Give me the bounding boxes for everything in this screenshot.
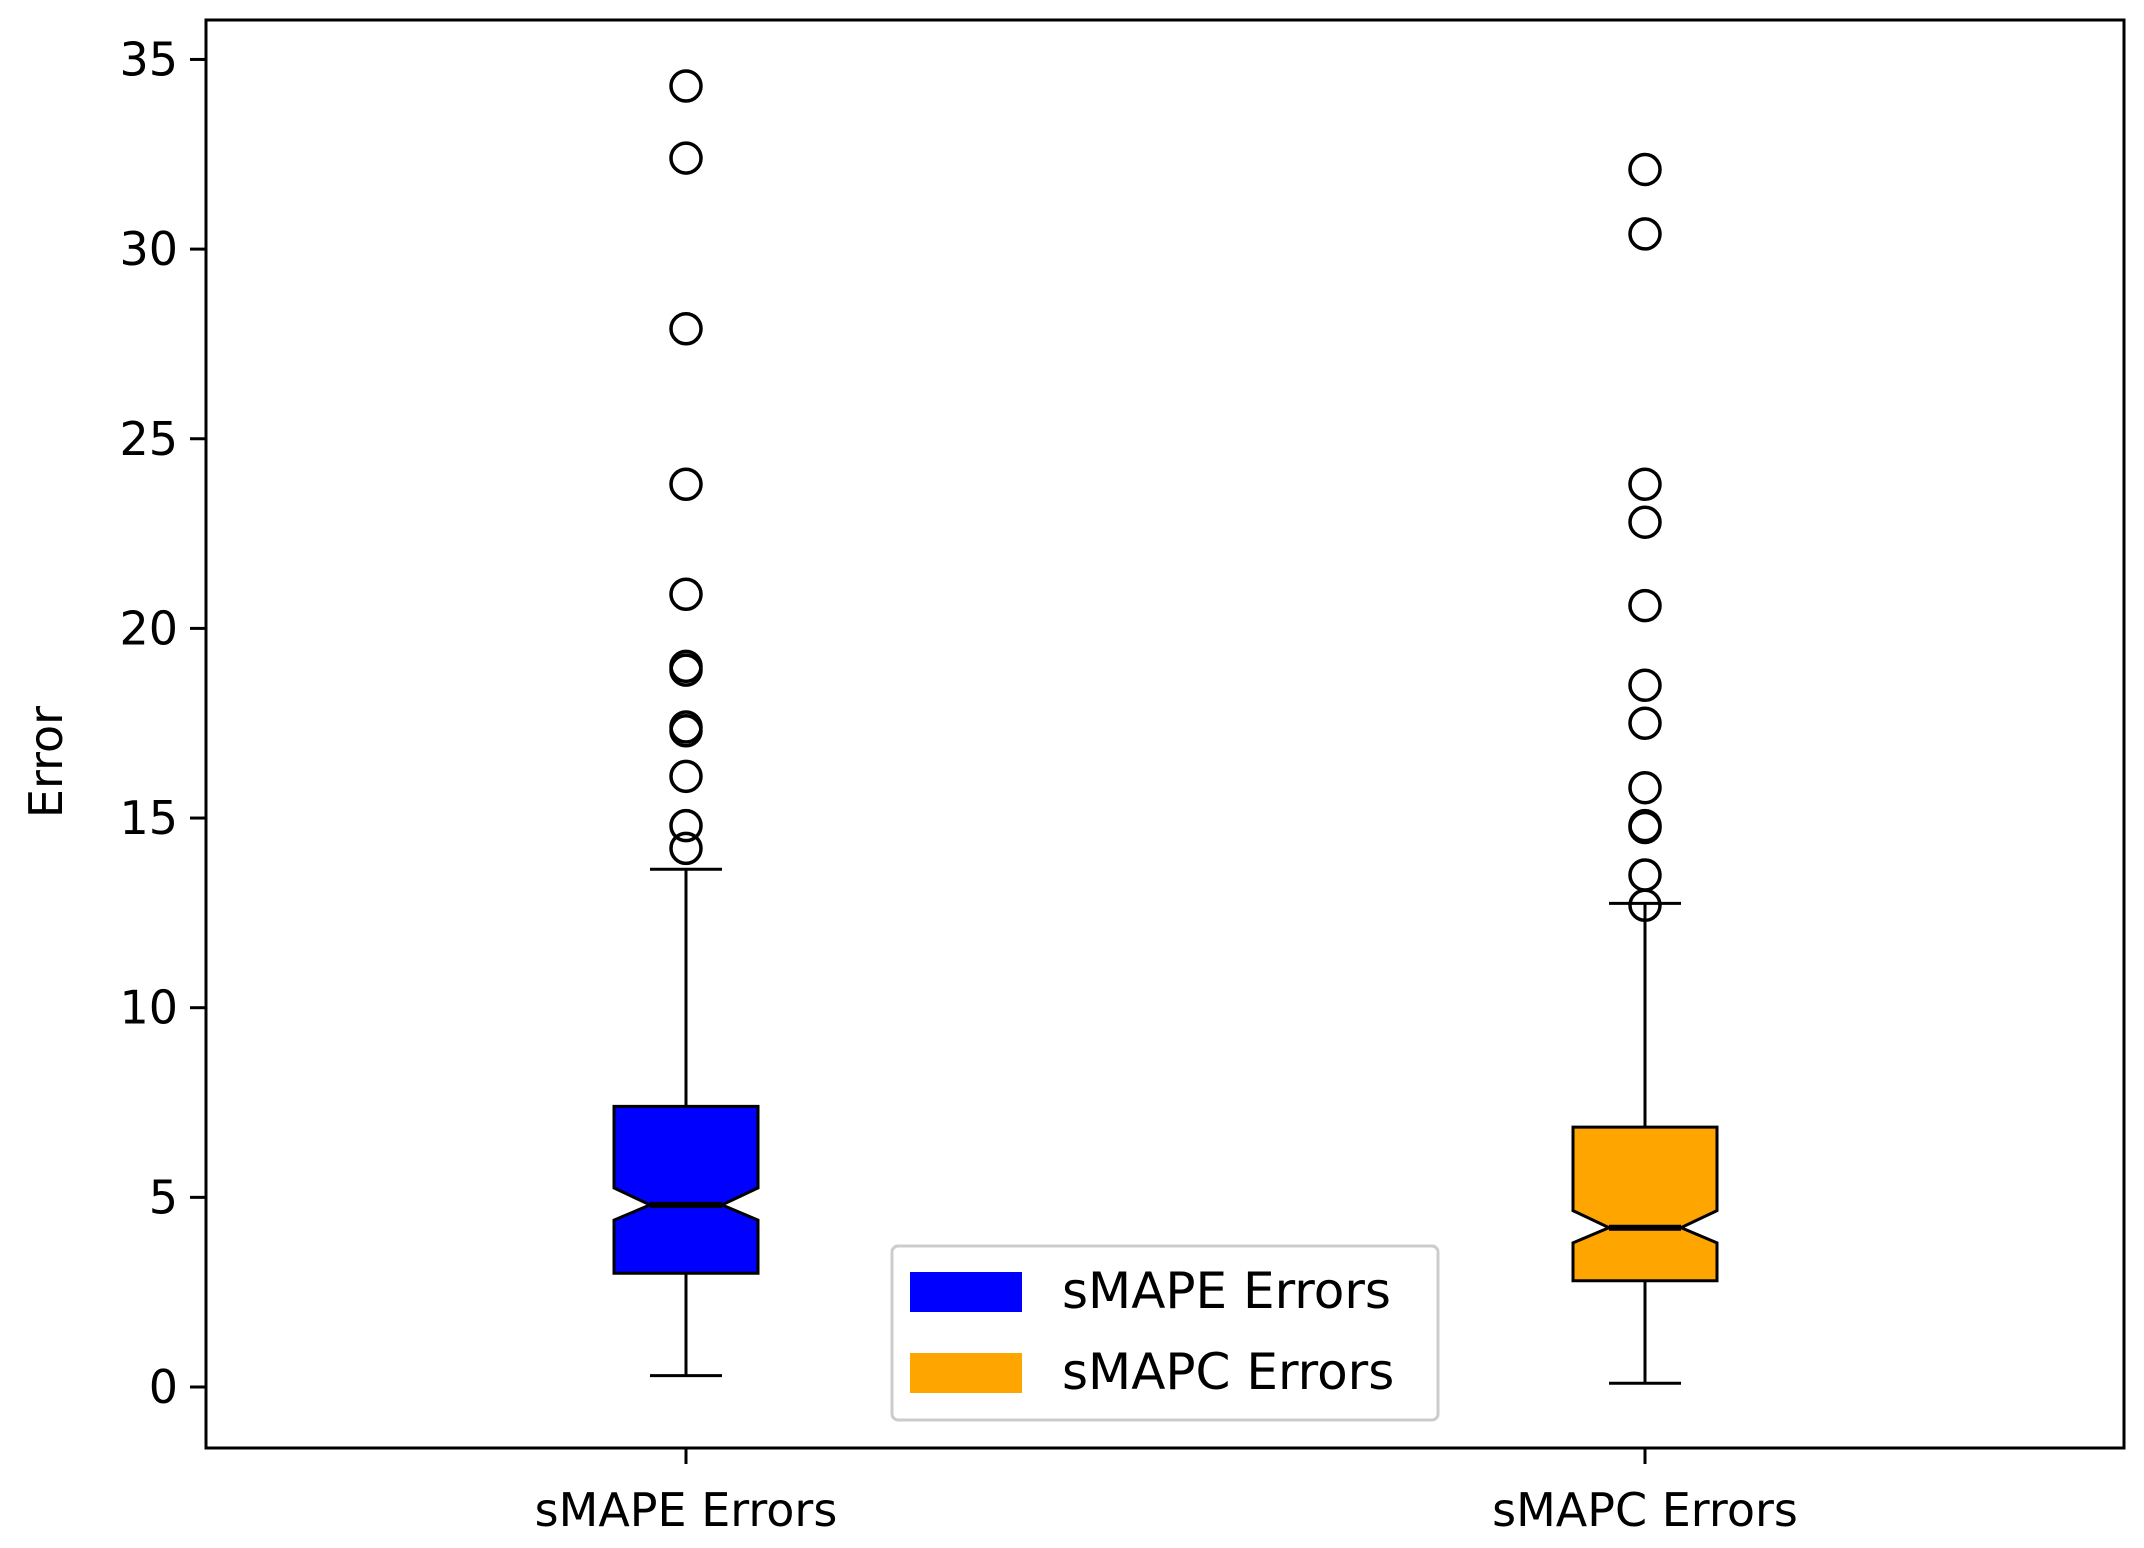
outlier-point: [1628, 858, 1662, 892]
outlier-point: [1628, 588, 1662, 623]
y-tick-label: 15: [119, 791, 178, 845]
y-tick-label: 20: [119, 601, 178, 655]
y-axis: 0 5 10 15 20 25 30 35: [119, 32, 206, 1414]
boxes-layer: [612, 69, 1719, 1385]
outlier-point: [669, 649, 703, 684]
outlier-point: [1628, 152, 1662, 187]
outlier-point: [1628, 808, 1662, 843]
box-group-1: [612, 69, 760, 1378]
y-tick-label: 10: [119, 981, 178, 1035]
legend: sMAPE Errors sMAPC Errors: [890, 1244, 1440, 1422]
outlier-point: [669, 467, 703, 502]
y-axis-label: Error: [19, 706, 73, 818]
y-tick-label: 35: [119, 32, 178, 86]
x-tick-label: sMAPC Errors: [1492, 1483, 1798, 1537]
outlier-point: [669, 808, 703, 843]
box-group-2: [1571, 152, 1719, 1385]
outlier-point: [669, 577, 703, 612]
legend-label: sMAPC Errors: [1062, 1343, 1394, 1401]
legend-frame: [890, 1244, 1440, 1422]
outlier-point: [1628, 706, 1662, 740]
plot-frame: [204, 18, 2126, 1450]
x-tick-label: sMAPE Errors: [535, 1483, 838, 1537]
outlier-point: [669, 312, 703, 346]
outlier-point: [669, 759, 703, 794]
y-tick-label: 25: [119, 412, 178, 466]
outlier-point: [669, 141, 703, 175]
outlier-point: [1628, 770, 1662, 805]
outlier-point: [1628, 668, 1662, 703]
y-tick-label: 0: [149, 1360, 178, 1414]
legend-label: sMAPE Errors: [1062, 1262, 1391, 1320]
y-tick-label: 30: [119, 222, 178, 276]
outlier-point: [669, 831, 703, 866]
box-body: [612, 1104, 760, 1275]
outlier-point: [1628, 467, 1662, 502]
legend-swatch: [910, 1353, 1022, 1393]
outlier-point: [669, 69, 703, 103]
box-body: [1571, 1125, 1719, 1283]
outlier-point: [1628, 217, 1662, 251]
outlier-point: [669, 710, 703, 744]
y-tick-label: 5: [149, 1170, 178, 1224]
outlier-point: [1628, 505, 1662, 539]
legend-swatch: [910, 1272, 1022, 1312]
x-axis: sMAPE Errors sMAPC Errors: [535, 1448, 1798, 1537]
